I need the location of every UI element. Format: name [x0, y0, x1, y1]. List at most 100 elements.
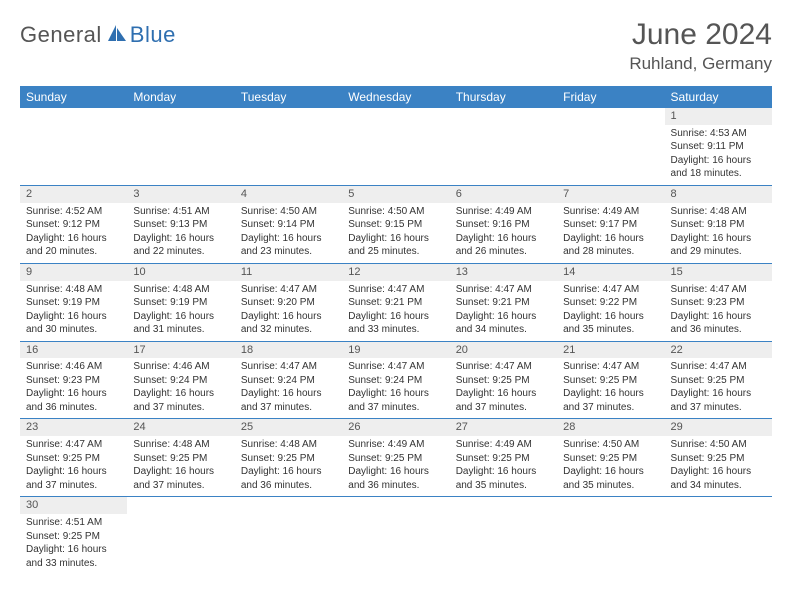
day-data-row: Sunrise: 4:46 AMSunset: 9:23 PMDaylight:…	[20, 358, 772, 419]
day-cell: Sunrise: 4:51 AMSunset: 9:25 PMDaylight:…	[20, 514, 127, 574]
sunset-line: Sunset: 9:21 PM	[348, 296, 443, 310]
sunset-line: Sunset: 9:17 PM	[563, 218, 658, 232]
sunrise-line: Sunrise: 4:47 AM	[348, 360, 443, 374]
day-number	[342, 497, 449, 514]
daylight-line: Daylight: 16 hours and 31 minutes.	[133, 310, 228, 337]
weekday-header: Monday	[127, 86, 234, 108]
daylight-line: Daylight: 16 hours and 37 minutes.	[133, 387, 228, 414]
day-cell: Sunrise: 4:47 AMSunset: 9:25 PMDaylight:…	[20, 436, 127, 497]
daylight-line: Daylight: 16 hours and 36 minutes.	[26, 387, 121, 414]
day-cell	[450, 125, 557, 186]
weekday-header: Thursday	[450, 86, 557, 108]
day-cell: Sunrise: 4:48 AMSunset: 9:18 PMDaylight:…	[665, 203, 772, 264]
logo-text-blue: Blue	[130, 22, 176, 48]
sunrise-line: Sunrise: 4:47 AM	[456, 283, 551, 297]
day-cell: Sunrise: 4:50 AMSunset: 9:14 PMDaylight:…	[235, 203, 342, 264]
calendar-table: Sunday Monday Tuesday Wednesday Thursday…	[20, 86, 772, 574]
day-number: 18	[235, 341, 342, 358]
daylight-line: Daylight: 16 hours and 36 minutes.	[671, 310, 766, 337]
day-number: 25	[235, 419, 342, 436]
day-cell	[557, 514, 664, 574]
day-number-row: 16171819202122	[20, 341, 772, 358]
sunset-line: Sunset: 9:25 PM	[563, 374, 658, 388]
day-number: 7	[557, 185, 664, 202]
sunrise-line: Sunrise: 4:48 AM	[671, 205, 766, 219]
sunset-line: Sunset: 9:25 PM	[26, 452, 121, 466]
day-number: 9	[20, 263, 127, 280]
weekday-header: Sunday	[20, 86, 127, 108]
sunset-line: Sunset: 9:21 PM	[456, 296, 551, 310]
day-cell: Sunrise: 4:53 AMSunset: 9:11 PMDaylight:…	[665, 125, 772, 186]
day-cell: Sunrise: 4:48 AMSunset: 9:19 PMDaylight:…	[20, 281, 127, 342]
day-number: 21	[557, 341, 664, 358]
logo: General Blue	[20, 22, 176, 48]
sunrise-line: Sunrise: 4:49 AM	[563, 205, 658, 219]
day-cell: Sunrise: 4:47 AMSunset: 9:24 PMDaylight:…	[342, 358, 449, 419]
sunrise-line: Sunrise: 4:50 AM	[671, 438, 766, 452]
day-data-row: Sunrise: 4:52 AMSunset: 9:12 PMDaylight:…	[20, 203, 772, 264]
day-cell: Sunrise: 4:47 AMSunset: 9:25 PMDaylight:…	[557, 358, 664, 419]
day-number: 4	[235, 185, 342, 202]
day-number: 14	[557, 263, 664, 280]
sunrise-line: Sunrise: 4:51 AM	[26, 516, 121, 530]
weekday-header-row: Sunday Monday Tuesday Wednesday Thursday…	[20, 86, 772, 108]
day-number	[450, 108, 557, 125]
day-number: 12	[342, 263, 449, 280]
day-number: 8	[665, 185, 772, 202]
sunset-line: Sunset: 9:19 PM	[133, 296, 228, 310]
daylight-line: Daylight: 16 hours and 28 minutes.	[563, 232, 658, 259]
day-number: 27	[450, 419, 557, 436]
day-number: 26	[342, 419, 449, 436]
daylight-line: Daylight: 16 hours and 25 minutes.	[348, 232, 443, 259]
day-number-row: 23242526272829	[20, 419, 772, 436]
sunset-line: Sunset: 9:25 PM	[563, 452, 658, 466]
day-cell	[450, 514, 557, 574]
sunrise-line: Sunrise: 4:48 AM	[26, 283, 121, 297]
sunrise-line: Sunrise: 4:50 AM	[563, 438, 658, 452]
sunset-line: Sunset: 9:14 PM	[241, 218, 336, 232]
day-number-row: 2345678	[20, 185, 772, 202]
day-number: 29	[665, 419, 772, 436]
day-cell: Sunrise: 4:48 AMSunset: 9:25 PMDaylight:…	[127, 436, 234, 497]
sunset-line: Sunset: 9:16 PM	[456, 218, 551, 232]
day-number: 10	[127, 263, 234, 280]
sunrise-line: Sunrise: 4:50 AM	[348, 205, 443, 219]
daylight-line: Daylight: 16 hours and 37 minutes.	[348, 387, 443, 414]
day-cell: Sunrise: 4:47 AMSunset: 9:25 PMDaylight:…	[665, 358, 772, 419]
day-number: 6	[450, 185, 557, 202]
sunrise-line: Sunrise: 4:46 AM	[26, 360, 121, 374]
day-number: 5	[342, 185, 449, 202]
sunrise-line: Sunrise: 4:50 AM	[241, 205, 336, 219]
daylight-line: Daylight: 16 hours and 34 minutes.	[671, 465, 766, 492]
daylight-line: Daylight: 16 hours and 37 minutes.	[241, 387, 336, 414]
sunrise-line: Sunrise: 4:46 AM	[133, 360, 228, 374]
daylight-line: Daylight: 16 hours and 35 minutes.	[563, 310, 658, 337]
daylight-line: Daylight: 16 hours and 18 minutes.	[671, 154, 766, 181]
sunset-line: Sunset: 9:11 PM	[671, 140, 766, 154]
day-number	[235, 497, 342, 514]
day-cell	[342, 514, 449, 574]
day-number	[557, 108, 664, 125]
daylight-line: Daylight: 16 hours and 30 minutes.	[26, 310, 121, 337]
sunset-line: Sunset: 9:25 PM	[133, 452, 228, 466]
sunset-line: Sunset: 9:25 PM	[241, 452, 336, 466]
day-cell: Sunrise: 4:48 AMSunset: 9:25 PMDaylight:…	[235, 436, 342, 497]
day-cell: Sunrise: 4:46 AMSunset: 9:23 PMDaylight:…	[20, 358, 127, 419]
logo-text-general: General	[20, 22, 102, 48]
day-cell	[235, 514, 342, 574]
day-cell: Sunrise: 4:47 AMSunset: 9:24 PMDaylight:…	[235, 358, 342, 419]
sunset-line: Sunset: 9:23 PM	[671, 296, 766, 310]
daylight-line: Daylight: 16 hours and 33 minutes.	[348, 310, 443, 337]
sunrise-line: Sunrise: 4:47 AM	[563, 360, 658, 374]
sunset-line: Sunset: 9:24 PM	[133, 374, 228, 388]
sunset-line: Sunset: 9:25 PM	[456, 374, 551, 388]
day-number: 2	[20, 185, 127, 202]
day-data-row: Sunrise: 4:53 AMSunset: 9:11 PMDaylight:…	[20, 125, 772, 186]
daylight-line: Daylight: 16 hours and 36 minutes.	[241, 465, 336, 492]
sunrise-line: Sunrise: 4:48 AM	[133, 283, 228, 297]
sunset-line: Sunset: 9:25 PM	[26, 530, 121, 544]
day-number: 1	[665, 108, 772, 125]
day-cell: Sunrise: 4:47 AMSunset: 9:25 PMDaylight:…	[450, 358, 557, 419]
day-cell: Sunrise: 4:52 AMSunset: 9:12 PMDaylight:…	[20, 203, 127, 264]
day-number: 22	[665, 341, 772, 358]
